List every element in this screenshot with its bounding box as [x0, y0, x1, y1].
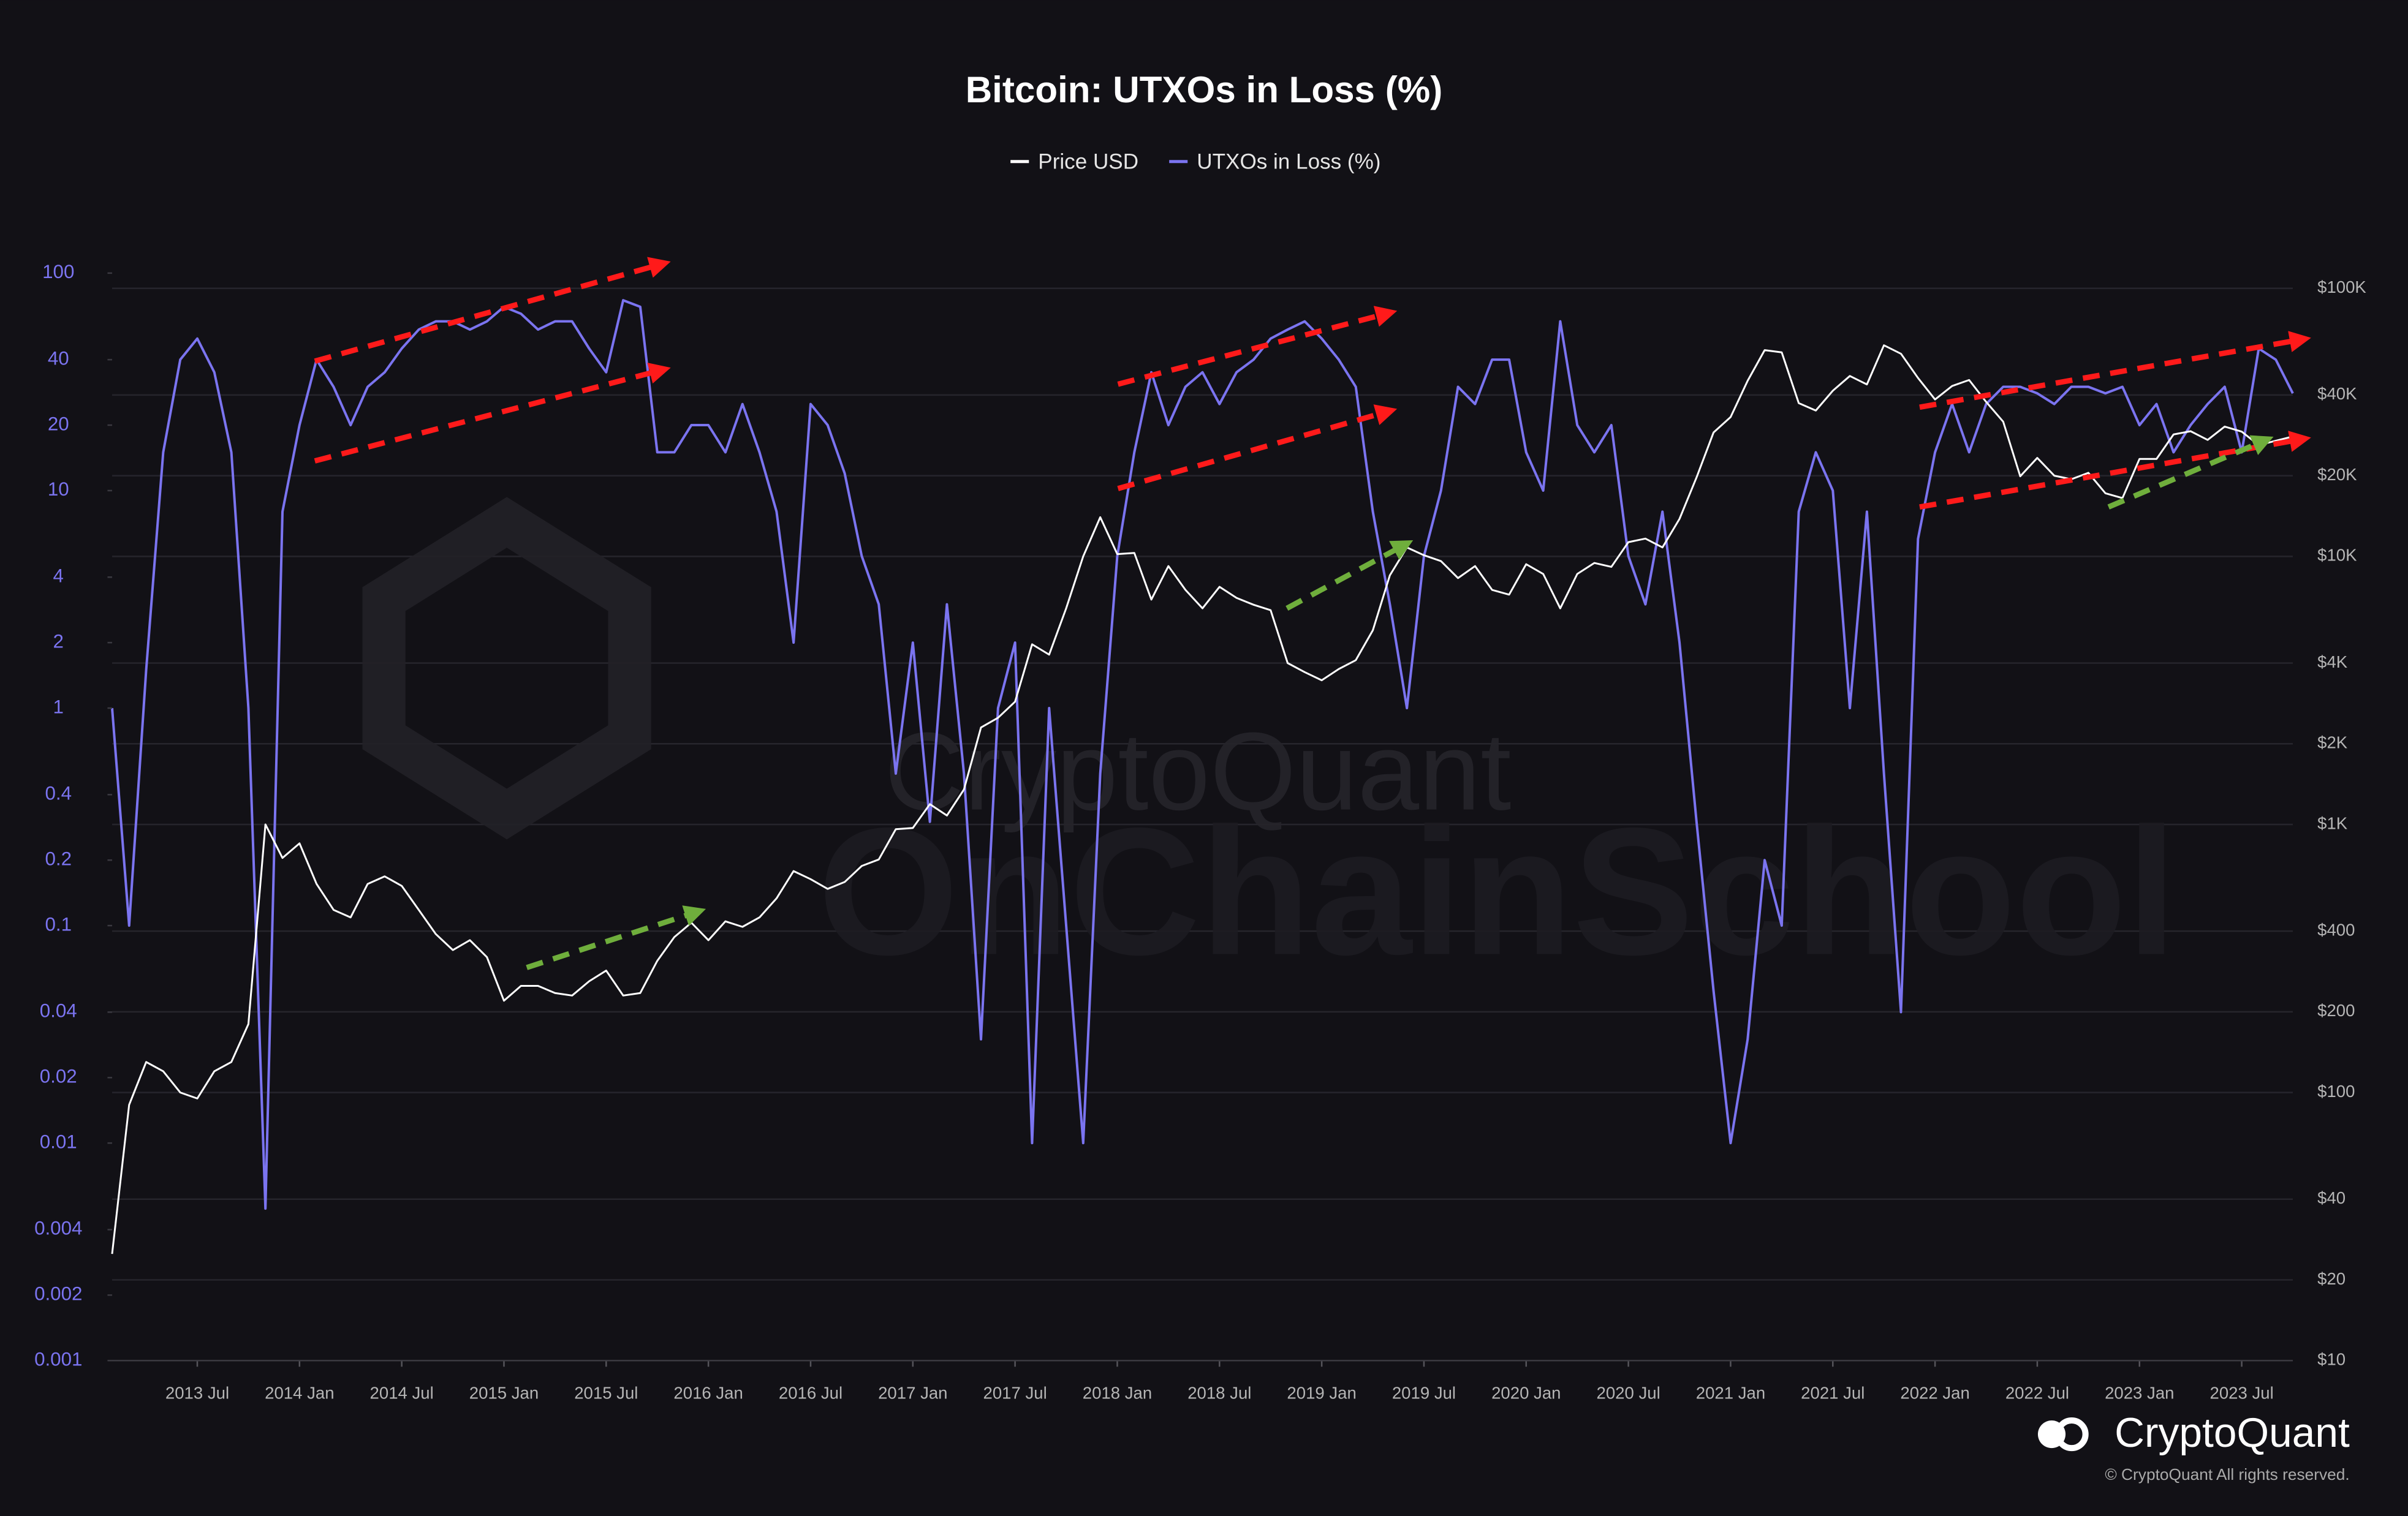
x-tick-label: 2016 Jan: [673, 1384, 743, 1403]
trend-arrow: [1919, 431, 2311, 510]
y-tick-label: 10: [48, 478, 69, 500]
trend-arrow: [314, 257, 671, 364]
x-tick-label: 2015 Jan: [469, 1384, 539, 1403]
x-tick-label: 2023 Jul: [2209, 1384, 2273, 1403]
x-tick-label: 2014 Jul: [370, 1384, 434, 1403]
y-tick-label: 0.02: [40, 1066, 77, 1087]
y2-tick-label: $40K: [2317, 384, 2357, 403]
y-tick-label: 0.04: [40, 1000, 77, 1022]
x-tick-label: 2023 Jan: [2105, 1384, 2174, 1403]
trend-arrow: [1285, 540, 1414, 611]
series-line: [110, 299, 2294, 1210]
y-tick-label: 20: [48, 413, 69, 434]
y2-tick-label: $2K: [2317, 733, 2348, 752]
x-tick-label: 2013 Jul: [165, 1384, 229, 1403]
y2-tick-label: $4K: [2317, 652, 2348, 671]
x-tick-label: 2021 Jan: [1696, 1384, 1765, 1403]
y-tick-label: 2: [53, 630, 64, 652]
trend-arrow: [2107, 435, 2274, 510]
y2-tick-label: $1K: [2317, 813, 2348, 832]
x-tick-label: 2022 Jan: [1900, 1384, 1969, 1403]
x-tick-label: 2015 Jul: [574, 1384, 638, 1403]
x-tick-label: 2017 Jul: [983, 1384, 1047, 1403]
copyright: © CryptoQuant All rights reserved.: [2105, 1465, 2349, 1484]
y-tick-label: 100: [42, 261, 74, 282]
legend-label: UTXOs in Loss (%): [1197, 150, 1380, 174]
x-tick-label: 2019 Jul: [1392, 1384, 1456, 1403]
y2-tick-label: $200: [2317, 1001, 2355, 1020]
x-tick-label: 2022 Jul: [2005, 1384, 2069, 1403]
x-tick-label: 2016 Jul: [779, 1384, 842, 1403]
brand: CryptoQuant © CryptoQuant All rights res…: [2037, 1410, 2350, 1484]
x-tick-label: 2017 Jan: [878, 1384, 947, 1403]
y2-tick-label: $100K: [2317, 277, 2366, 296]
y2-tick-label: $40: [2317, 1188, 2346, 1207]
y2-tick-label: $20: [2317, 1269, 2346, 1288]
brand-logo: [2054, 1417, 2089, 1452]
series-line: [111, 344, 2293, 1254]
x-tick-label: 2021 Jul: [1801, 1384, 1865, 1403]
y-tick-label: 0.4: [45, 783, 72, 804]
x-tick-label: 2018 Jan: [1083, 1384, 1152, 1403]
trend-arrow: [1117, 306, 1398, 387]
x-tick-label: 2020 Jul: [1597, 1384, 1660, 1403]
x-tick-label: 2018 Jul: [1187, 1384, 1251, 1403]
y-tick-label: 0.002: [34, 1283, 82, 1305]
y2-tick-label: $20K: [2317, 465, 2357, 484]
y2-tick-label: $10K: [2317, 546, 2357, 565]
brand-name: CryptoQuant: [2115, 1410, 2350, 1456]
trend-arrow: [1117, 404, 1398, 491]
annotations: [314, 257, 2311, 970]
trend-arrow: [314, 363, 671, 464]
y2-tick-label: $100: [2317, 1082, 2355, 1101]
legend-label: Price USD: [1038, 150, 1138, 174]
axes: $10 $20 $40 $100 $200 $400 $1K $2K $4K $10K $20K $4…: [34, 261, 2366, 1403]
legend: Price USD UTXOs in Loss (%): [1010, 150, 1380, 174]
trend-arrow: [1919, 331, 2311, 410]
y-tick-label: 0.001: [34, 1349, 82, 1370]
y2-tick-label: $10: [2317, 1350, 2346, 1369]
y-tick-label: 0.1: [45, 913, 72, 935]
plot-area: [110, 299, 2294, 1254]
trend-arrow: [526, 905, 706, 970]
watermark-logo: [362, 497, 651, 840]
x-tick-label: 2019 Jan: [1287, 1384, 1356, 1403]
y-tick-label: 4: [53, 565, 64, 587]
y-tick-label: 0.01: [40, 1131, 77, 1152]
y-tick-label: 0.004: [34, 1218, 82, 1239]
y-tick-label: 0.2: [45, 848, 72, 869]
chart-title: Bitcoin: UTXOs in Loss (%): [966, 69, 1443, 110]
y-tick-label: 1: [53, 696, 64, 717]
watermark-text: CryptoQuant: [884, 711, 1511, 834]
y2-tick-label: $400: [2317, 920, 2355, 939]
x-tick-label: 2014 Jan: [265, 1384, 334, 1403]
x-tick-label: 2020 Jan: [1491, 1384, 1561, 1403]
y-tick-label: 40: [48, 347, 69, 369]
